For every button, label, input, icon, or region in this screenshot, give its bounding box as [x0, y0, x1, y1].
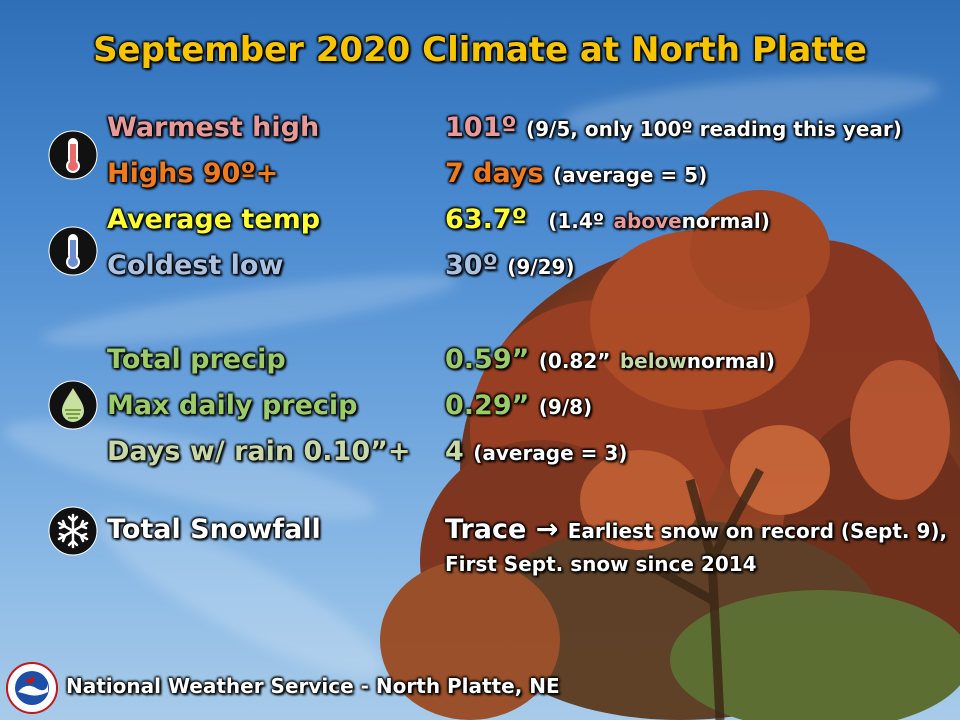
max-daily-precip-value: 0.29” (9/8): [445, 390, 592, 421]
total-precip-value: 0.59” (0.82” belownormal): [445, 344, 775, 375]
average-temp-note-open: (1.4º: [548, 209, 605, 233]
total-snowfall-label: Total Snowfall: [107, 514, 321, 545]
max-daily-precip-label: Max daily precip: [107, 390, 358, 421]
total-precip-note-open: (0.82”: [538, 349, 611, 373]
total-snowfall-value: Trace → Earliest snow on record (Sept. 9…: [445, 514, 947, 545]
warmest-high-label: Warmest high: [107, 112, 320, 143]
coldest-low-note: (9/29): [507, 255, 575, 279]
total-precip-note-close: normal): [686, 349, 775, 373]
highs-90-value: 7 days (average = 5): [445, 158, 707, 189]
warmest-high-number: 101º: [445, 112, 517, 143]
highs-90-number: 7 days: [445, 158, 544, 189]
total-precip-number: 0.59”: [445, 344, 530, 375]
coldest-low-value: 30º (9/29): [445, 250, 575, 281]
rain-days-label: Days w/ rain 0.10”+: [107, 436, 411, 467]
coldest-low-label: Coldest low: [107, 250, 284, 281]
average-temp-label: Average temp: [107, 204, 321, 235]
total-precip-label: Total precip: [107, 344, 286, 375]
highs-90-label: Highs 90º+: [107, 158, 279, 189]
footer-credit: National Weather Service - North Platte,…: [66, 674, 560, 698]
thermometer-hot-icon: [48, 130, 98, 180]
average-temp-value: 63.7º (1.4º abovenormal): [445, 204, 770, 235]
average-temp-note-dir: above: [613, 209, 682, 233]
arrow-right-icon: →: [535, 514, 559, 545]
highs-90-note: (average = 5): [552, 163, 708, 187]
max-daily-precip-number: 0.29”: [445, 390, 530, 421]
rain-days-number: 4: [445, 436, 464, 467]
raindrop-icon: [48, 380, 98, 430]
total-precip-note-dir: below: [619, 349, 687, 373]
rain-days-value: 4 (average = 3): [445, 436, 627, 467]
nws-logo-icon: [6, 662, 58, 714]
average-temp-note-close: normal): [681, 209, 770, 233]
coldest-low-number: 30º: [445, 250, 498, 281]
max-daily-precip-note: (9/8): [538, 395, 593, 419]
warmest-high-value: 101º (9/5, only 100º reading this year): [445, 112, 902, 143]
average-temp-number: 63.7º: [445, 204, 527, 235]
snowflake-icon: [48, 506, 98, 556]
total-snowfall-number: Trace: [445, 514, 527, 545]
total-snowfall-note-line1: Earliest snow on record (Sept. 9),: [567, 519, 948, 543]
rain-days-note: (average = 3): [473, 441, 628, 465]
total-snowfall-note-line2: First Sept. snow since 2014: [445, 552, 757, 576]
thermometer-cold-icon: [48, 226, 98, 276]
page-title: September 2020 Climate at North Platte: [93, 30, 867, 70]
warmest-high-note: (9/5, only 100º reading this year): [526, 117, 902, 141]
